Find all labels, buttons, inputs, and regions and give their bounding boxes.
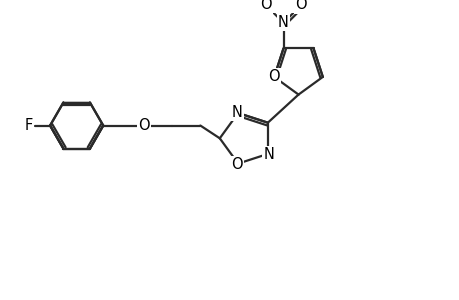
Text: N: N: [277, 15, 288, 30]
Text: N: N: [231, 104, 242, 119]
Text: O: O: [138, 118, 150, 133]
Text: O: O: [268, 69, 280, 84]
Text: O: O: [231, 157, 242, 172]
Text: F: F: [24, 118, 33, 133]
Text: O: O: [259, 0, 271, 12]
Text: O: O: [295, 0, 307, 12]
Text: N: N: [263, 147, 274, 162]
